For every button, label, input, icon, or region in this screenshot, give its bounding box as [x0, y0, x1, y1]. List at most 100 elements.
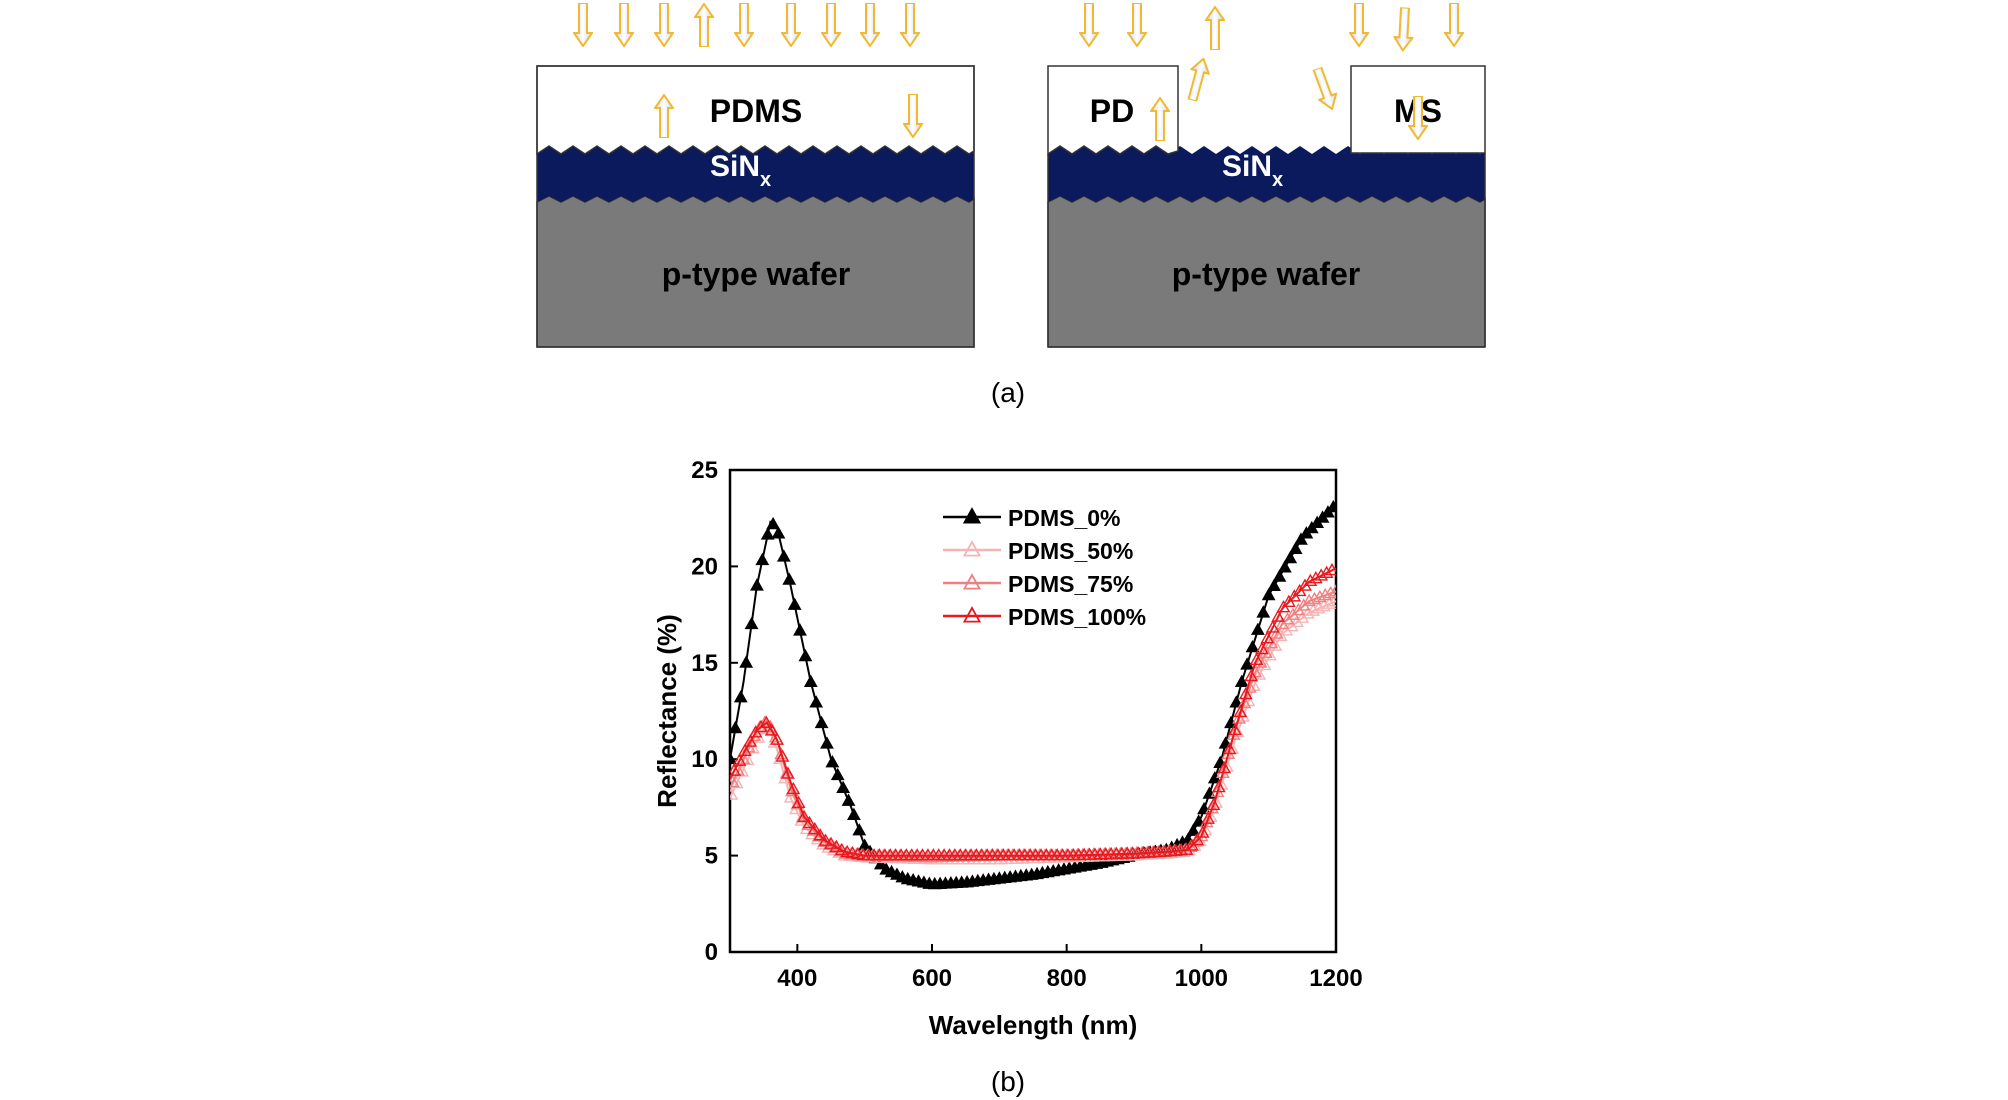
legend-label: PDMS_100% — [1008, 604, 1146, 630]
legend-label: PDMS_0% — [1008, 505, 1120, 531]
y-tick-label: 20 — [691, 553, 718, 580]
data-point — [1261, 587, 1276, 601]
data-point — [830, 767, 845, 781]
data-point — [1214, 777, 1229, 790]
y-tick-label: 0 — [705, 939, 718, 966]
data-point — [760, 527, 775, 540]
data-point — [1327, 594, 1336, 607]
pdms-label-left: PDMS — [710, 93, 802, 129]
data-point — [793, 623, 807, 636]
data-point — [1272, 569, 1287, 582]
data-point — [750, 578, 764, 591]
data-point — [730, 774, 740, 788]
sinx-label-right: SiNx — [1222, 150, 1283, 191]
data-point — [1277, 560, 1292, 573]
y-tick-label: 25 — [691, 457, 718, 484]
x-axis-label: Wavelength (nm) — [929, 1010, 1137, 1040]
data-point — [1288, 541, 1303, 554]
data-point — [1307, 591, 1322, 605]
data-point — [1283, 550, 1298, 564]
data-point — [730, 787, 739, 800]
data-point — [1186, 823, 1201, 836]
data-series — [730, 499, 1336, 890]
data-point — [791, 795, 806, 809]
data-point — [1255, 641, 1269, 655]
legend: PDMS_0% PDMS_50% PDMS_75% PDMS_100% — [943, 505, 1146, 630]
data-point — [787, 597, 802, 610]
data-point — [1269, 626, 1284, 639]
data-point — [1263, 648, 1277, 661]
data-point — [857, 838, 872, 851]
data-point — [730, 720, 743, 734]
data-point — [1306, 603, 1320, 616]
data-point — [818, 833, 833, 846]
data-point — [1198, 822, 1213, 836]
legend-label: PDMS_50% — [1008, 538, 1133, 564]
data-point — [737, 743, 752, 757]
data-point — [1203, 809, 1218, 823]
x-tick-label: 600 — [912, 965, 952, 992]
data-point — [764, 723, 779, 736]
data-point — [1271, 609, 1285, 622]
data-point — [755, 552, 770, 566]
data-point — [809, 695, 824, 708]
data-point — [746, 741, 760, 754]
data-point — [797, 809, 811, 822]
data-point — [811, 829, 826, 842]
data-point — [775, 749, 790, 762]
data-point — [1284, 619, 1299, 632]
data-point — [766, 516, 780, 530]
x-axis-ticks: 400 600 800 1000 1200 — [777, 944, 1363, 992]
data-point — [802, 815, 817, 829]
data-point — [813, 828, 828, 841]
data-point — [1222, 741, 1237, 755]
legend-marker — [962, 606, 982, 623]
data-point — [1260, 631, 1275, 644]
data-point — [1268, 638, 1283, 651]
sinx-layer-right — [1048, 146, 1485, 202]
data-point — [1314, 568, 1329, 581]
series-PDMS_100% — [730, 562, 1336, 861]
data-point — [1228, 722, 1242, 736]
data-point — [1229, 695, 1244, 708]
data-point — [1319, 565, 1334, 578]
data-point — [740, 752, 755, 766]
panel-a-left: PDMS SiNx p-type wafer — [536, 3, 975, 348]
data-point — [1238, 686, 1253, 700]
sinx-label-left: SiNx — [710, 150, 771, 191]
data-point — [1253, 655, 1268, 668]
data-point — [1318, 587, 1333, 601]
data-point — [1206, 797, 1221, 810]
data-point — [744, 616, 759, 630]
data-point — [798, 648, 813, 662]
data-point — [786, 781, 801, 795]
data-point — [1323, 585, 1336, 599]
data-point — [1240, 657, 1255, 670]
x-tick-label: 400 — [777, 965, 817, 992]
data-point — [1265, 620, 1280, 633]
panel-a-right: PD MS SiNx p-type wafer — [1047, 3, 1486, 348]
data-point — [820, 736, 834, 749]
data-point — [852, 823, 867, 836]
data-point — [834, 842, 849, 856]
data-point — [1209, 795, 1224, 808]
data-point — [782, 572, 797, 585]
data-point — [1179, 842, 1194, 855]
data-point — [1316, 598, 1331, 612]
data-point — [841, 793, 856, 806]
data-point — [781, 766, 795, 779]
substrate-label-right: p-type wafer — [1172, 256, 1360, 292]
data-point — [732, 753, 747, 766]
data-point — [1279, 623, 1294, 636]
data-point — [1322, 596, 1336, 609]
caption-a: (a) — [991, 377, 1025, 408]
data-point — [1237, 695, 1252, 709]
data-point — [1302, 593, 1316, 607]
data-point — [799, 821, 814, 835]
data-point — [1252, 667, 1267, 680]
data-point — [1303, 573, 1318, 587]
data-point — [829, 839, 844, 853]
data-point — [1251, 622, 1265, 635]
data-point — [1295, 610, 1310, 623]
data-point — [824, 836, 838, 849]
